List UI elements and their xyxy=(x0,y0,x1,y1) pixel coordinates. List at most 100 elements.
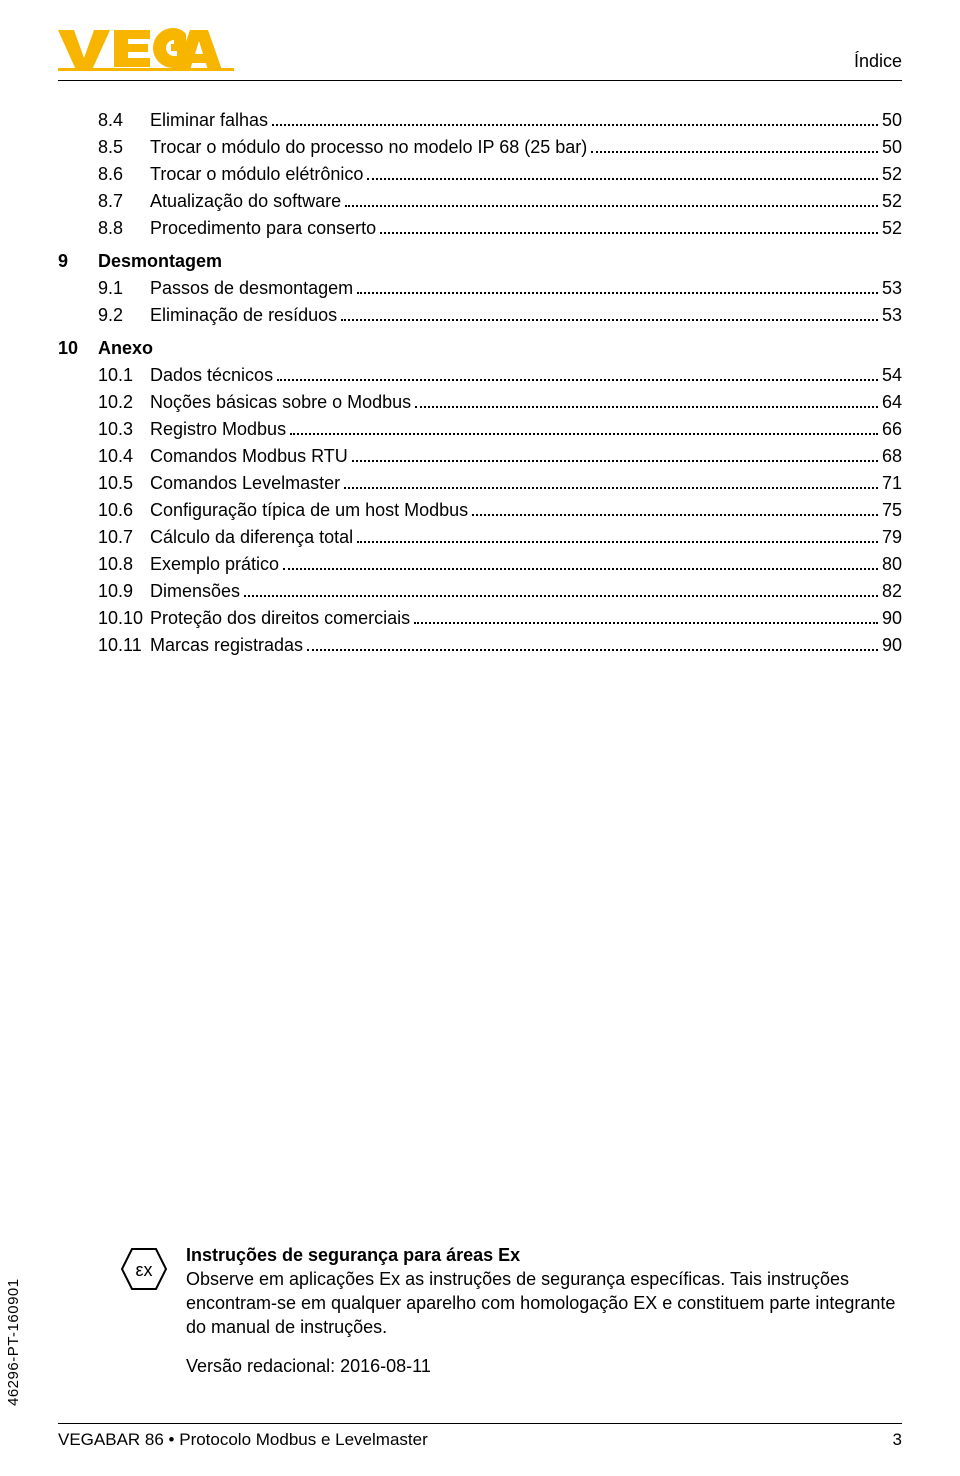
toc-item: 8.8 Procedimento para conserto 52 xyxy=(58,215,902,242)
toc-text: Marcas registradas xyxy=(150,632,303,659)
toc-leader xyxy=(244,595,878,597)
toc-chapter-number: 10 xyxy=(58,335,98,362)
toc-number: 9.1 xyxy=(98,275,150,302)
toc-item: 10.4 Comandos Modbus RTU 68 xyxy=(58,443,902,470)
footer-left: VEGABAR 86 • Protocolo Modbus e Levelmas… xyxy=(58,1430,428,1450)
toc-text: Dimensões xyxy=(150,578,240,605)
toc-item: 10.7 Cálculo da diferença total 79 xyxy=(58,524,902,551)
toc-page: 90 xyxy=(882,605,902,632)
toc-page: 52 xyxy=(882,188,902,215)
toc-text: Eliminar falhas xyxy=(150,107,268,134)
toc-page: 54 xyxy=(882,362,902,389)
toc-item: 10.1 Dados técnicos 54 xyxy=(58,362,902,389)
footer-divider xyxy=(58,1423,902,1424)
toc-leader xyxy=(357,292,878,294)
toc-number: 8.7 xyxy=(98,188,150,215)
toc-text: Comandos Levelmaster xyxy=(150,470,340,497)
toc-page: 82 xyxy=(882,578,902,605)
toc-number: 8.8 xyxy=(98,215,150,242)
toc-number: 10.8 xyxy=(98,551,150,578)
toc-leader xyxy=(357,541,878,543)
header-divider xyxy=(58,80,902,81)
toc-item: 10.6 Configuração típica de um host Modb… xyxy=(58,497,902,524)
toc-page: 50 xyxy=(882,134,902,161)
toc-chapter: 9 Desmontagem xyxy=(58,248,902,275)
toc-item: 10.3 Registro Modbus 66 xyxy=(58,416,902,443)
toc-item: 10.2 Noções básicas sobre o Modbus 64 xyxy=(58,389,902,416)
toc-leader xyxy=(307,649,878,651)
toc-text: Trocar o módulo do processo no modelo IP… xyxy=(150,134,587,161)
toc-chapter-title: Desmontagem xyxy=(98,248,222,275)
table-of-contents: 8.4 Eliminar falhas 50 8.5 Trocar o módu… xyxy=(58,107,902,659)
toc-page: 90 xyxy=(882,632,902,659)
toc-page: 52 xyxy=(882,161,902,188)
toc-page: 80 xyxy=(882,551,902,578)
toc-number: 10.11 xyxy=(98,632,150,659)
ex-hexagon-icon: εx xyxy=(120,1243,168,1291)
toc-leader xyxy=(591,151,878,153)
toc-number: 10.5 xyxy=(98,470,150,497)
toc-number: 10.4 xyxy=(98,443,150,470)
toc-text: Configuração típica de um host Modbus xyxy=(150,497,468,524)
toc-leader xyxy=(415,406,878,408)
toc-page: 64 xyxy=(882,389,902,416)
toc-text: Exemplo prático xyxy=(150,551,279,578)
toc-text: Trocar o módulo elétrônico xyxy=(150,161,363,188)
toc-leader xyxy=(344,487,878,489)
toc-number: 10.9 xyxy=(98,578,150,605)
toc-item: 8.5 Trocar o módulo do processo no model… xyxy=(58,134,902,161)
toc-page: 75 xyxy=(882,497,902,524)
toc-leader xyxy=(341,319,878,321)
toc-text: Comandos Modbus RTU xyxy=(150,443,348,470)
toc-item: 8.4 Eliminar falhas 50 xyxy=(58,107,902,134)
toc-chapter-number: 9 xyxy=(58,248,98,275)
toc-number: 10.3 xyxy=(98,416,150,443)
toc-page: 52 xyxy=(882,215,902,242)
ex-safety-note: εx Instruções de segurança para áreas Ex… xyxy=(120,1243,902,1378)
toc-item: 8.7 Atualização do software 52 xyxy=(58,188,902,215)
section-title: Índice xyxy=(854,51,902,72)
toc-number: 8.4 xyxy=(98,107,150,134)
toc-number: 10.10 xyxy=(98,605,150,632)
toc-item: 8.6 Trocar o módulo elétrônico 52 xyxy=(58,161,902,188)
toc-text: Passos de desmontagem xyxy=(150,275,353,302)
toc-leader xyxy=(345,205,878,207)
toc-page: 66 xyxy=(882,416,902,443)
toc-number: 10.1 xyxy=(98,362,150,389)
toc-number: 10.2 xyxy=(98,389,150,416)
toc-text: Registro Modbus xyxy=(150,416,286,443)
ex-version: Versão redacional: 2016-08-11 xyxy=(186,1354,902,1378)
ex-title: Instruções de segurança para áreas Ex xyxy=(186,1243,902,1267)
toc-text: Noções básicas sobre o Modbus xyxy=(150,389,411,416)
toc-page: 53 xyxy=(882,302,902,329)
footer-page-number: 3 xyxy=(893,1430,902,1450)
toc-text: Cálculo da diferença total xyxy=(150,524,353,551)
page-footer: VEGABAR 86 • Protocolo Modbus e Levelmas… xyxy=(58,1423,902,1450)
toc-number: 8.6 xyxy=(98,161,150,188)
toc-page: 53 xyxy=(882,275,902,302)
document-code: 46296-PT-160901 xyxy=(5,1278,22,1406)
toc-item: 10.9 Dimensões 82 xyxy=(58,578,902,605)
toc-page: 71 xyxy=(882,470,902,497)
toc-text: Proteção dos direitos comerciais xyxy=(150,605,410,632)
toc-leader xyxy=(277,379,878,381)
toc-number: 9.2 xyxy=(98,302,150,329)
toc-text: Atualização do software xyxy=(150,188,341,215)
toc-leader xyxy=(352,460,878,462)
toc-leader xyxy=(283,568,878,570)
svg-text:εx: εx xyxy=(135,1260,152,1280)
toc-page: 50 xyxy=(882,107,902,134)
toc-text: Eliminação de resíduos xyxy=(150,302,337,329)
toc-number: 8.5 xyxy=(98,134,150,161)
toc-text: Dados técnicos xyxy=(150,362,273,389)
toc-number: 10.7 xyxy=(98,524,150,551)
page-header: Índice xyxy=(58,28,902,78)
toc-leader xyxy=(290,433,878,435)
toc-item: 10.10 Proteção dos direitos comerciais 9… xyxy=(58,605,902,632)
toc-item: 10.8 Exemplo prático 80 xyxy=(58,551,902,578)
toc-page: 68 xyxy=(882,443,902,470)
toc-leader xyxy=(414,622,878,624)
toc-leader xyxy=(272,124,878,126)
vega-logo xyxy=(58,28,234,72)
ex-body: Observe em aplicações Ex as instruções d… xyxy=(186,1267,902,1340)
